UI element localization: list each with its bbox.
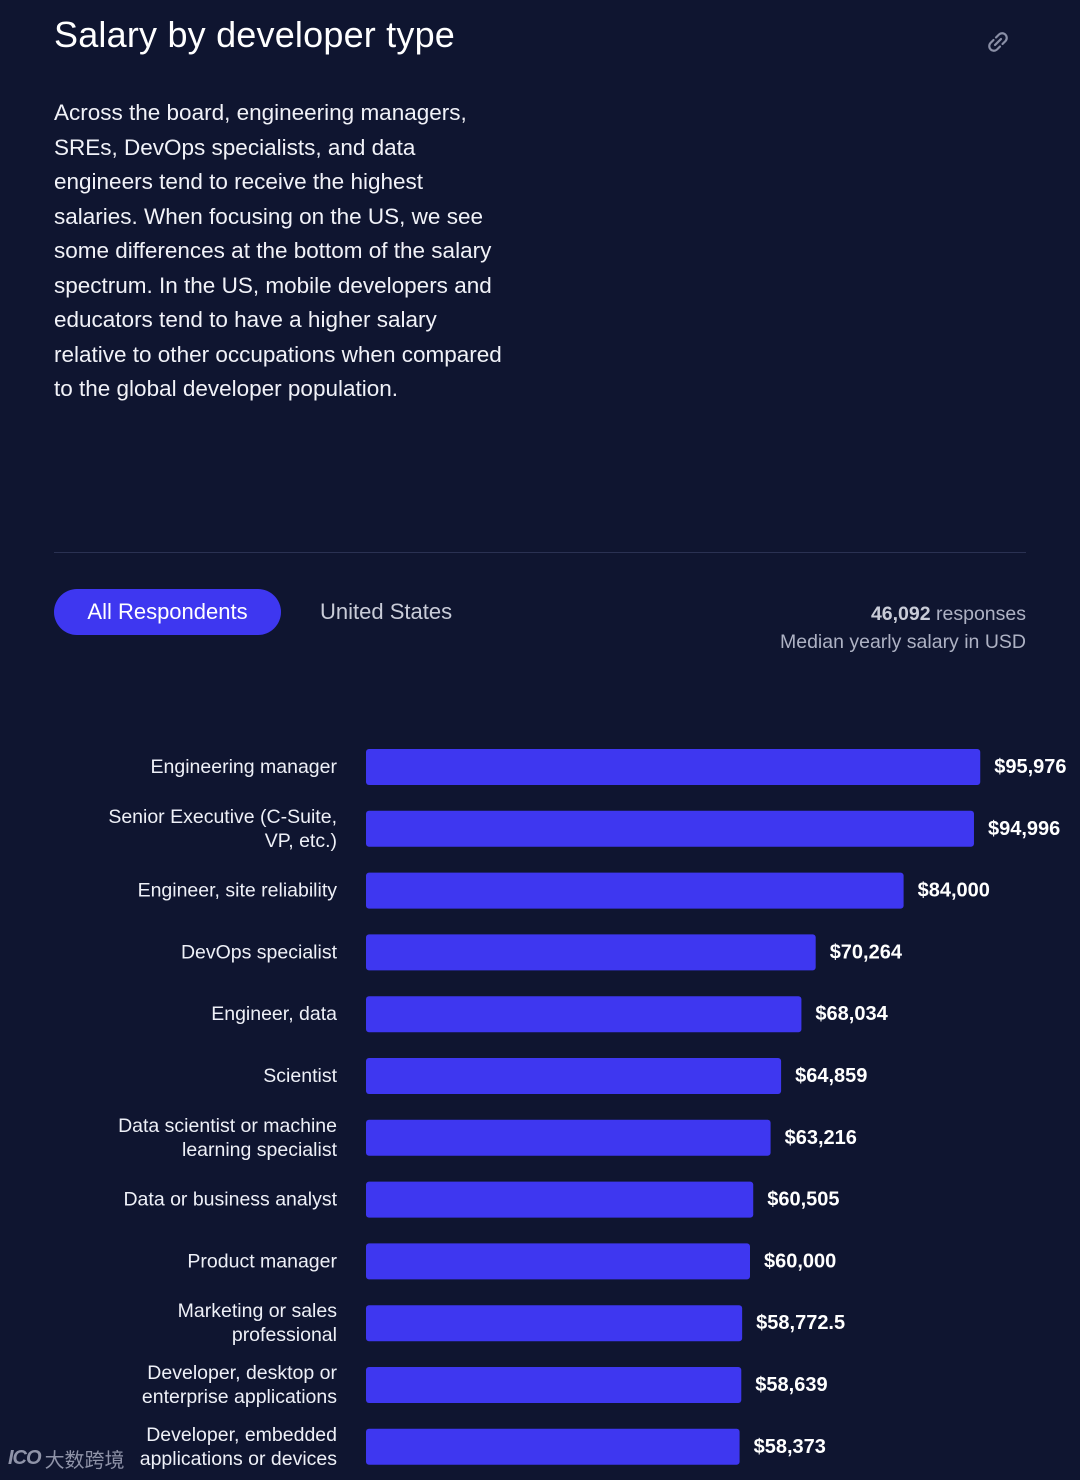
bar-product-manager[interactable] [366, 1243, 750, 1280]
value-label-engineer-data: $68,034 [815, 1003, 888, 1025]
link-icon[interactable] [984, 28, 1012, 56]
bar-data-or-business-analyst[interactable] [366, 1181, 754, 1218]
watermark-text: 大数跨境 [44, 1450, 125, 1472]
value-label-data-or-business-analyst: $60,505 [767, 1189, 839, 1211]
category-label-developer-embedded-applications-or-devices: applications or devices [140, 1448, 338, 1470]
category-label-product-manager: Product manager [187, 1250, 337, 1272]
category-label-engineer-site-reliability: Engineer, site reliability [138, 880, 338, 902]
section-divider [54, 552, 1026, 553]
responses-count: 46,092 [870, 603, 931, 625]
value-label-engineer-site-reliability: $84,000 [918, 880, 990, 902]
category-label-marketing-or-sales-professional: professional [232, 1324, 337, 1346]
bar-engineering-manager[interactable] [366, 749, 981, 785]
watermark: ICO 大数跨境 [8, 1444, 125, 1473]
category-label-data-or-business-analyst: Data or business analyst [123, 1189, 337, 1211]
value-label-senior-executive-c-suite-vp-etc: $94,996 [988, 818, 1060, 840]
category-label-engineering-manager: Engineering manager [151, 756, 338, 778]
category-label-developer-embedded-applications-or-devices: Developer, embedded [146, 1424, 337, 1446]
tab-all-respondents[interactable]: All Respondents [54, 589, 281, 635]
chart-subtitle: Median yearly salary in USD [779, 631, 1026, 653]
category-label-senior-executive-c-suite-vp-etc: VP, etc.) [265, 830, 337, 852]
category-label-senior-executive-c-suite-vp-etc: Senior Executive (C-Suite, [108, 806, 337, 828]
value-label-marketing-or-sales-professional: $58,772.5 [756, 1312, 845, 1334]
category-label-data-scientist-or-machine-learning-specialist: learning specialist [182, 1139, 338, 1161]
category-label-scientist: Scientist [263, 1065, 337, 1087]
responses-label: responses [936, 603, 1026, 625]
tab-united-states[interactable]: United States [304, 589, 474, 635]
page-title: Salary by developer type [54, 14, 456, 55]
category-label-devops-specialist: DevOps specialist [181, 941, 338, 963]
category-label-data-scientist-or-machine-learning-specialist: Data scientist or machine [118, 1115, 337, 1137]
bar-developer-desktop-or-enterprise-applications[interactable] [366, 1367, 742, 1403]
bar-marketing-or-sales-professional[interactable] [366, 1305, 743, 1342]
value-label-product-manager: $60,000 [764, 1250, 836, 1272]
responses-line: 46,092 responses [780, 600, 1026, 628]
bar-developer-embedded-applications-or-devices[interactable] [366, 1428, 740, 1465]
intro-paragraph: Across the board, engineering managers, … [54, 100, 502, 401]
value-label-engineering-manager: $95,976 [994, 756, 1066, 778]
chart-meta: 46,092 responses Median yearly salary in… [780, 600, 1026, 656]
bar-engineer-data[interactable] [366, 996, 802, 1033]
bar-engineer-site-reliability[interactable] [366, 872, 904, 909]
value-label-devops-specialist: $70,264 [830, 941, 903, 963]
bar-scientist[interactable] [366, 1058, 782, 1094]
watermark-logo: ICO [8, 1447, 42, 1469]
value-label-scientist: $64,859 [795, 1065, 867, 1087]
category-label-engineer-data: Engineer, data [211, 1003, 337, 1025]
value-label-developer-desktop-or-enterprise-applications: $58,639 [755, 1374, 827, 1396]
category-label-developer-desktop-or-enterprise-applications: Developer, desktop or [147, 1362, 337, 1384]
value-label-developer-embedded-applications-or-devices: $58,373 [754, 1436, 826, 1458]
bar-data-scientist-or-machine-learning-specialist[interactable] [366, 1119, 771, 1156]
bar-senior-executive-c-suite-vp-etc[interactable] [366, 810, 974, 847]
bar-devops-specialist[interactable] [366, 934, 816, 971]
value-label-data-scientist-or-machine-learning-specialist: $63,216 [785, 1127, 857, 1149]
category-label-developer-desktop-or-enterprise-applications: enterprise applications [142, 1386, 337, 1408]
category-label-marketing-or-sales-professional: Marketing or sales [178, 1300, 338, 1322]
